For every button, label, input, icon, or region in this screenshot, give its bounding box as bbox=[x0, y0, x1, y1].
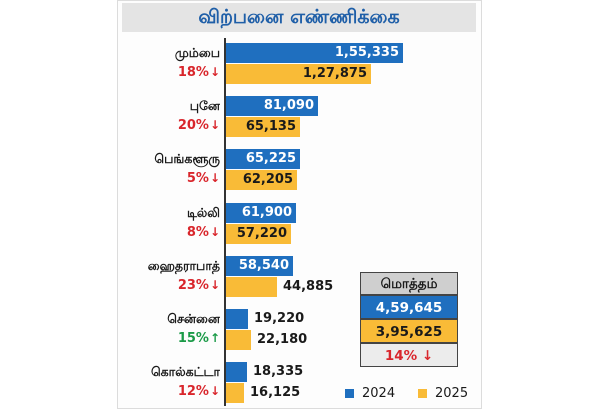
down-arrow-icon: ↓ bbox=[209, 224, 220, 239]
down-arrow-icon: ↓ bbox=[209, 277, 220, 292]
total-change: 14% ↓ bbox=[360, 343, 458, 367]
bar-2024 bbox=[226, 96, 318, 117]
bar-2025 bbox=[226, 117, 300, 138]
data-label-2025: 16,125 bbox=[250, 385, 301, 401]
total-label: மொத்தம் bbox=[360, 272, 458, 295]
city-label: பெங்களூரு bbox=[154, 151, 220, 167]
total-box: மொத்தம் 4,59,645 3,95,625 14% ↓ bbox=[360, 272, 458, 367]
bar-2024 bbox=[226, 309, 248, 329]
bar-2025 bbox=[226, 170, 297, 191]
city-label: டில்லி bbox=[186, 204, 220, 220]
data-label-2025: 65,135 bbox=[245, 119, 296, 135]
total-change-text: 14% bbox=[384, 348, 418, 364]
bar-2024 bbox=[226, 149, 300, 170]
data-label-2025: 57,220 bbox=[236, 225, 287, 241]
y-axis-line bbox=[224, 38, 226, 406]
down-arrow-icon: ↓ bbox=[209, 65, 220, 79]
city-label: ஹைதராபாத் bbox=[147, 257, 220, 273]
data-label-2024: 81,090 bbox=[263, 98, 314, 114]
change-text: 15% bbox=[177, 331, 209, 346]
city-label: கொல்கட்டா bbox=[150, 364, 220, 380]
legend-item-2024: 2024 bbox=[345, 386, 395, 401]
change-label: 18%↓ bbox=[120, 65, 220, 80]
change-text: 8% bbox=[186, 224, 209, 240]
legend-label-2024: 2024 bbox=[362, 386, 396, 401]
bar-2024 bbox=[226, 362, 247, 383]
bar-2025 bbox=[226, 64, 371, 84]
data-label-2025: 62,205 bbox=[242, 172, 293, 188]
change-label: 12%↓ bbox=[120, 384, 220, 399]
change-text: 23% bbox=[177, 277, 209, 293]
total-2024-value: 4,59,645 bbox=[360, 295, 458, 319]
data-label-2024: 65,225 bbox=[245, 151, 296, 167]
title-bar bbox=[122, 3, 476, 32]
bar-2025 bbox=[226, 330, 251, 350]
change-text: 20% bbox=[177, 118, 209, 134]
bar-2024 bbox=[226, 202, 296, 223]
bar-2024 bbox=[226, 43, 403, 63]
down-arrow-icon: ↓ bbox=[209, 118, 220, 133]
data-label-2025: 1,27,875 bbox=[302, 66, 367, 81]
change-text: 12% bbox=[177, 384, 209, 400]
city-label: புனே bbox=[189, 98, 220, 114]
total-2025-value: 3,95,625 bbox=[360, 319, 458, 343]
change-text: 18% bbox=[177, 65, 209, 80]
city-label: மும்பை bbox=[174, 45, 220, 60]
legend-item-2025: 2025 bbox=[418, 386, 468, 401]
data-label-2024: 18,335 bbox=[253, 364, 304, 380]
change-text: 5% bbox=[186, 171, 209, 187]
bar-2025 bbox=[226, 383, 244, 404]
change-label: 5%↓ bbox=[120, 171, 220, 186]
chart-title: விற்பனை எண்ணிக்கை bbox=[198, 6, 400, 28]
data-label-2025: 44,885 bbox=[283, 278, 334, 294]
data-label-2024: 58,540 bbox=[238, 257, 289, 273]
data-label-2024: 1,55,335 bbox=[334, 45, 399, 60]
change-label: 23%↓ bbox=[120, 278, 220, 293]
up-arrow-icon: ↑ bbox=[209, 331, 220, 345]
down-arrow-icon: ↓ bbox=[421, 348, 434, 364]
data-label-2025: 22,180 bbox=[257, 332, 308, 347]
change-label: 8%↓ bbox=[120, 225, 220, 240]
down-arrow-icon: ↓ bbox=[209, 171, 220, 186]
down-arrow-icon: ↓ bbox=[209, 384, 220, 399]
city-label: சென்னை bbox=[167, 311, 220, 326]
change-label: 20%↓ bbox=[120, 118, 220, 133]
legend-swatch-blue bbox=[345, 389, 354, 398]
data-label-2024: 61,900 bbox=[241, 204, 292, 220]
data-label-2024: 19,220 bbox=[254, 311, 305, 326]
change-label: 15%↑ bbox=[120, 331, 220, 346]
bar-2024 bbox=[226, 255, 293, 276]
bar-2025 bbox=[226, 276, 277, 297]
bar-2025 bbox=[226, 223, 291, 244]
legend-label-2025: 2025 bbox=[435, 386, 469, 401]
legend-swatch-yellow bbox=[418, 389, 427, 398]
